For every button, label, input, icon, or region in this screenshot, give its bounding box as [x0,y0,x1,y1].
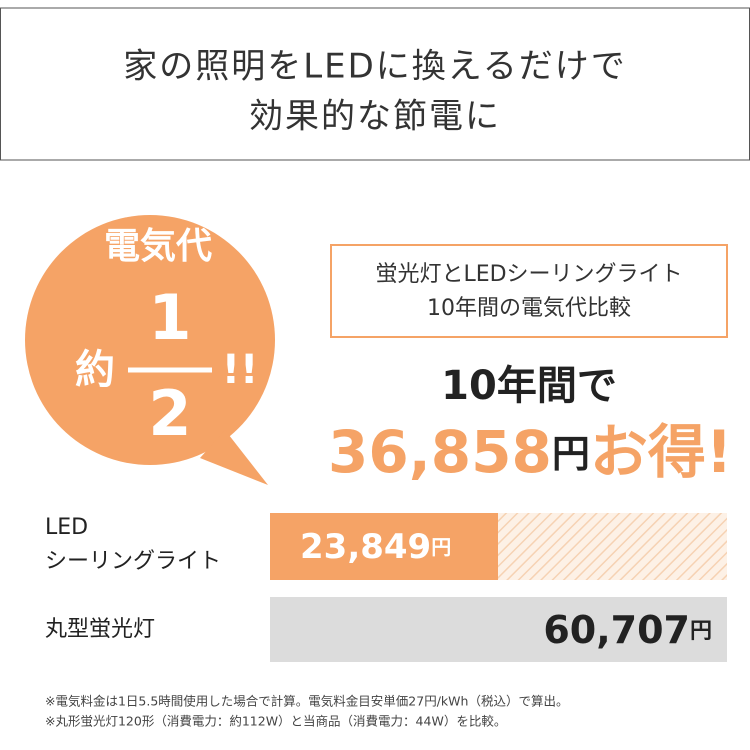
header-box [0,7,750,161]
savings-amount: 36,858 [328,418,552,486]
value: 23,849 [300,527,431,567]
badge-circle [25,215,275,465]
badge-prefix: 約 [75,347,115,393]
badge-denominator: 2 [148,377,191,450]
led-value: 23,849円 [300,527,451,567]
savings-amount: 36,858円お得! [328,418,732,486]
compare-box [330,244,728,338]
row-label: LED [45,515,88,540]
note: ※電気料金は1日5.5時間使用した場合で計算。電気料金目安単価27円/kWh（税… [45,694,568,709]
unit: 円 [431,535,451,559]
header-line: 家の照明をLEDに換えるだけで [123,47,627,87]
fluorescent-bar [270,597,727,662]
row-label: シーリングライト [45,549,221,574]
box-line: 10年間の電気代比較 [427,296,631,321]
note: ※丸形蛍光灯120形（消費電力：約112W）と当商品（消費電力：44W）を比較。 [45,714,506,729]
savings-suffix: お得! [590,418,732,486]
row-label: 丸型蛍光灯 [45,617,155,642]
headline: 10年間で [441,363,617,409]
badge-suffix: !! [222,347,258,393]
header-line: 効果的な節電に [249,97,501,137]
bar-remainder [498,513,727,580]
led-bar [270,513,498,580]
savings-unit: 円 [552,432,590,476]
unit: 円 [690,619,712,644]
value: 60,707 [543,608,690,652]
badge-top: 電気代 [104,226,212,267]
fluorescent-value: 60,707円 [543,608,712,652]
box-line: 蛍光灯とLEDシーリングライト [375,262,682,287]
badge-tail [200,430,268,485]
badge-numerator: 1 [148,281,191,354]
